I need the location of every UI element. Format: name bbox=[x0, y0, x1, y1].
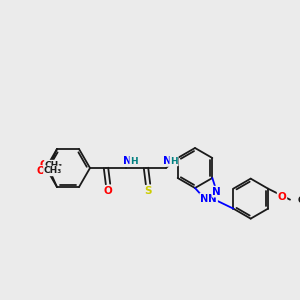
Text: O: O bbox=[278, 192, 286, 202]
Text: CH₂CH₃: CH₂CH₃ bbox=[298, 196, 300, 205]
Text: N: N bbox=[123, 156, 131, 166]
Text: O: O bbox=[40, 160, 48, 170]
Text: H: H bbox=[170, 157, 178, 166]
Text: H: H bbox=[130, 157, 138, 166]
Text: CH₃: CH₃ bbox=[44, 167, 62, 176]
Text: CH₃: CH₃ bbox=[45, 160, 63, 169]
Text: N: N bbox=[200, 194, 209, 204]
Text: O: O bbox=[37, 166, 45, 176]
Text: N: N bbox=[208, 194, 217, 204]
Text: N: N bbox=[163, 156, 171, 166]
Text: O: O bbox=[103, 186, 112, 196]
Text: S: S bbox=[144, 186, 152, 196]
Text: N: N bbox=[212, 187, 221, 196]
